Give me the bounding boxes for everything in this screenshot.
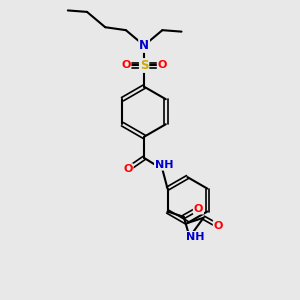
Text: O: O	[123, 164, 133, 174]
Text: NH: NH	[186, 232, 204, 242]
Text: N: N	[139, 39, 149, 52]
Text: O: O	[194, 204, 203, 214]
Text: O: O	[214, 221, 223, 231]
Text: O: O	[158, 61, 167, 70]
Text: NH: NH	[155, 160, 173, 170]
Text: O: O	[121, 61, 130, 70]
Text: S: S	[140, 59, 148, 72]
